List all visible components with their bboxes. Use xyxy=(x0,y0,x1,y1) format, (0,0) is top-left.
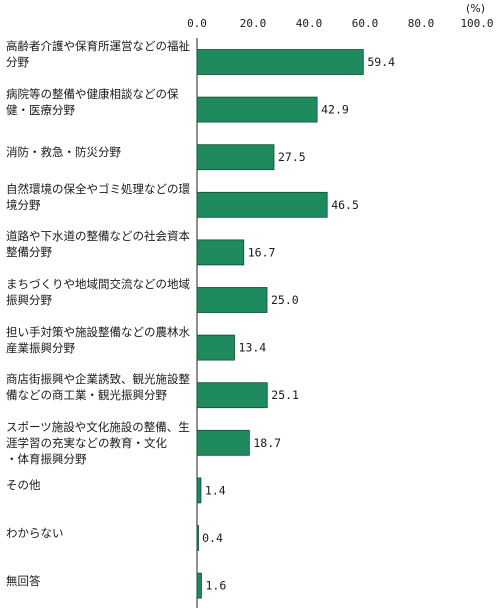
value-label: 1.4 xyxy=(205,483,226,497)
category-label: 病院等の整備や健康相談などの保 健・医療分野 xyxy=(6,86,179,117)
bar xyxy=(196,572,202,599)
x-tick-label: 100.0 xyxy=(460,17,493,30)
value-label: 46.5 xyxy=(331,198,359,212)
value-label: 1.6 xyxy=(205,579,226,593)
bar xyxy=(196,239,245,266)
bar xyxy=(196,96,318,123)
category-label: 高齢者介護や保育所運営などの福祉 分野 xyxy=(6,39,190,69)
category-label: 商店街振興や企業誘致、観光施設整 備などの商工業・観光振興分野 xyxy=(6,372,190,403)
x-tick-label: 60.0 xyxy=(352,17,379,30)
value-label: 25.0 xyxy=(271,293,299,307)
value-label: 13.4 xyxy=(239,341,267,355)
x-tick-label: 20.0 xyxy=(240,17,267,30)
x-tick-label: 0.0 xyxy=(187,17,207,30)
category-label: 無回答 xyxy=(6,573,41,588)
bar xyxy=(196,525,199,551)
category-label: 消防・救急・防災分野 xyxy=(6,145,121,160)
bar xyxy=(196,334,235,361)
value-label: 16.7 xyxy=(248,245,276,259)
category-label: 自然環境の保全やゴミ処理などの環 境分野 xyxy=(6,181,190,212)
bars xyxy=(196,49,364,599)
unit-label: (%) xyxy=(466,2,485,15)
category-label: その他 xyxy=(6,478,41,493)
x-tick-label: 40.0 xyxy=(296,17,323,30)
category-label: まちづくりや地域間交流などの地域 振興分野 xyxy=(6,277,190,307)
value-label: 27.5 xyxy=(278,150,306,164)
bar xyxy=(196,477,202,504)
bar xyxy=(196,429,250,456)
category-label: 道路や下水道の整備などの社会資本 整備分野 xyxy=(6,229,190,260)
category-label: わからない xyxy=(6,526,64,540)
bar xyxy=(196,144,275,171)
value-label: 59.4 xyxy=(367,55,395,69)
bar xyxy=(196,191,328,218)
bar xyxy=(196,382,268,409)
value-label: 18.7 xyxy=(253,436,281,450)
category-label: 担い手対策や施設整備などの農林水 産業振興分野 xyxy=(6,324,190,355)
bar xyxy=(196,49,364,75)
value-label: 42.9 xyxy=(321,103,349,117)
x-tick-label: 80.0 xyxy=(408,17,435,30)
value-labels: 59.4 42.9 27.5 46.5 16.7 25.0 13.4 25.1 18.7 1.4 0… xyxy=(202,55,395,593)
x-axis-ticks: 0.0 20.0 40.0 60.0 80.0 100.0 xyxy=(187,17,494,30)
value-label: 0.4 xyxy=(202,531,223,545)
value-label: 25.1 xyxy=(271,388,299,402)
bar xyxy=(196,287,268,313)
category-label: スポーツ施設や文化施設の整備、生 涯学習の充実などの教育・文化 ・体育振興分野 xyxy=(6,419,190,466)
